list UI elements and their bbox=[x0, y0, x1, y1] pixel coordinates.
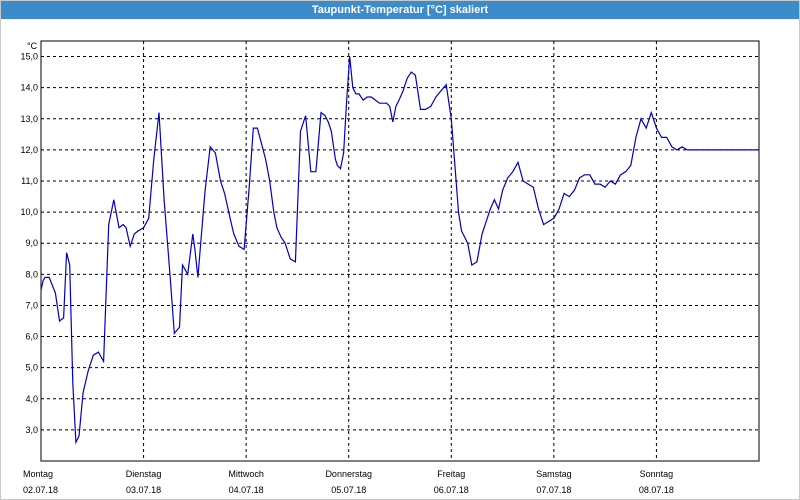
y-tick-label: 13,0 bbox=[20, 114, 38, 124]
y-axis: °C 3,0 4,0 5,0 6,0 7,0 8,0 9,0 10,0 11,0 12,0 13,0… bbox=[20, 41, 38, 435]
y-tick-label: 5,0 bbox=[25, 363, 38, 373]
x-date-label: 07.07.18 bbox=[536, 485, 571, 495]
plot-area bbox=[40, 40, 760, 462]
series-group bbox=[40, 56, 759, 445]
y-tick-label: 4,0 bbox=[25, 394, 38, 404]
y-tick-label: 8,0 bbox=[25, 269, 38, 279]
y-tick-label: 15,0 bbox=[20, 52, 38, 62]
x-date-label: 05.07.18 bbox=[331, 485, 366, 495]
x-date-label: 02.07.18 bbox=[23, 485, 58, 495]
y-tick-label: 14,0 bbox=[20, 83, 38, 93]
y-tick-label: 3,0 bbox=[25, 425, 38, 435]
y-tick-label: 12,0 bbox=[20, 145, 38, 155]
y-tick-label: 9,0 bbox=[25, 238, 38, 248]
x-date-label: 03.07.18 bbox=[126, 485, 161, 495]
y-tick-label: 7,0 bbox=[25, 300, 38, 310]
y-axis-unit-label: °C bbox=[27, 41, 38, 51]
chart-title: Taupunkt-Temperatur [°C] skaliert bbox=[1, 1, 799, 19]
y-tick-label: 6,0 bbox=[25, 332, 38, 342]
series-line bbox=[40, 56, 759, 445]
x-date-label: 06.07.18 bbox=[434, 485, 469, 495]
x-day-label: Dienstag bbox=[126, 469, 162, 479]
y-tick-label: 10,0 bbox=[20, 207, 38, 217]
x-day-label: Freitag bbox=[437, 469, 465, 479]
grid bbox=[41, 41, 759, 461]
x-date-label: 08.07.18 bbox=[639, 485, 674, 495]
x-day-label: Mittwoch bbox=[228, 469, 264, 479]
x-day-label: Samstag bbox=[536, 469, 572, 479]
y-tick-label: 11,0 bbox=[21, 176, 38, 186]
x-day-label: Donnerstag bbox=[325, 469, 372, 479]
x-day-label: Montag bbox=[23, 469, 53, 479]
x-date-label: 04.07.18 bbox=[229, 485, 264, 495]
x-axis: Montag 02.07.18 Dienstag 03.07.18 Mittwoch 04… bbox=[23, 469, 674, 495]
x-day-label: Sonntag bbox=[640, 469, 674, 479]
